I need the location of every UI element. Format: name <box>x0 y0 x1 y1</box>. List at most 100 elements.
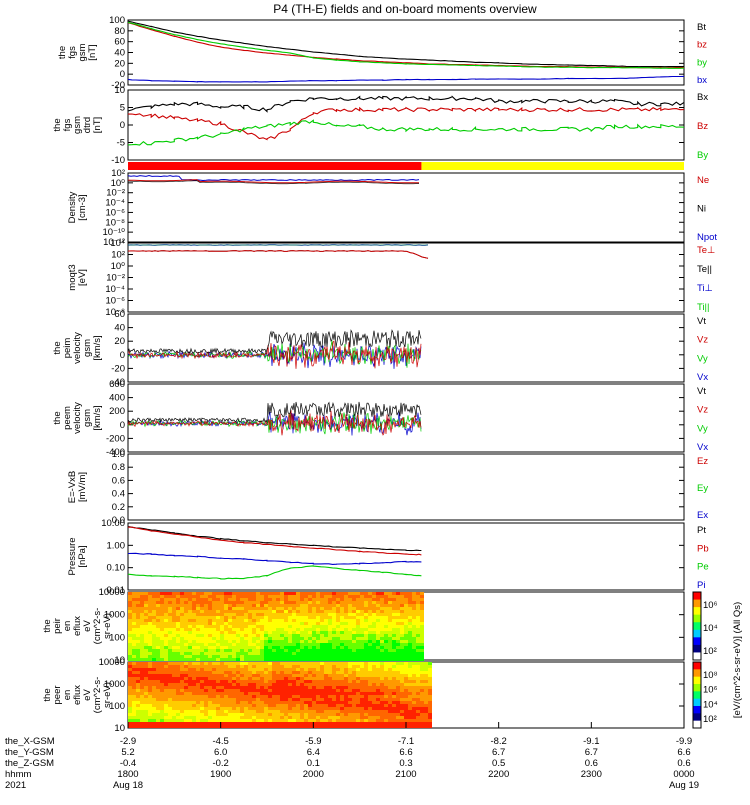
spectrogram-cell <box>240 616 244 619</box>
spectrogram-cell <box>172 677 176 680</box>
spectrogram-cell <box>260 616 264 619</box>
spectrogram-cell <box>412 637 416 640</box>
spectrogram-cell <box>320 683 324 686</box>
spectrogram-cell <box>328 634 332 637</box>
spectrogram-cell <box>244 695 248 698</box>
spectrogram-cell <box>184 628 188 631</box>
spectrogram-cell <box>364 625 368 628</box>
spectrogram-cell <box>296 610 300 613</box>
spectrogram-cell <box>204 668 208 671</box>
spectrogram-cell <box>288 604 292 607</box>
spectrogram-cell <box>376 683 380 686</box>
spectrogram-cell <box>144 649 148 652</box>
spectrogram-cell <box>204 637 208 640</box>
spectrogram-cell <box>288 634 292 637</box>
spectrogram-cell <box>144 613 148 616</box>
spectrogram-cell <box>372 610 376 613</box>
spectrogram-cell <box>160 607 164 610</box>
spectrogram-cell <box>364 640 368 643</box>
spectrogram-cell <box>128 592 132 595</box>
spectrogram-cell <box>404 619 408 622</box>
spectrogram-cell <box>132 701 136 704</box>
spectrogram-cell <box>244 668 248 671</box>
spectrogram-cell <box>132 674 136 677</box>
spectrogram-cell <box>212 677 216 680</box>
spectrogram-cell <box>260 713 264 716</box>
spectrogram-cell <box>384 619 388 622</box>
spectrogram-cell <box>332 671 336 674</box>
spectrogram-cell <box>364 686 368 689</box>
spectrogram-cell <box>284 622 288 625</box>
spectrogram-cell <box>376 692 380 695</box>
spectrogram-cell <box>220 668 224 671</box>
spectrogram-cell <box>380 692 384 695</box>
spectrogram-cell <box>384 689 388 692</box>
spectrogram-cell <box>348 613 352 616</box>
spectrogram-cell <box>328 725 332 728</box>
spectrogram-cell <box>324 607 328 610</box>
spectrogram-cell <box>172 692 176 695</box>
spectrogram-cell <box>264 719 268 722</box>
spectrogram-cell <box>416 716 420 719</box>
spectrogram-cell <box>228 692 232 695</box>
spectrogram-cell <box>392 722 396 725</box>
spectrogram-cell <box>424 710 428 713</box>
spectrogram-cell <box>308 604 312 607</box>
spectrogram-cell <box>428 710 432 713</box>
spectrogram-cell <box>328 604 332 607</box>
spectrogram-cell <box>372 698 376 701</box>
spectrogram-cell <box>312 610 316 613</box>
spectrogram-cell <box>200 598 204 601</box>
spectrogram-cell <box>412 616 416 619</box>
spectrogram-cell <box>276 616 280 619</box>
spectrogram-cell <box>356 622 360 625</box>
spectrogram-cell <box>240 634 244 637</box>
spectrogram-cell <box>364 671 368 674</box>
spectrogram-cell <box>364 680 368 683</box>
spectrogram-cell <box>316 652 320 655</box>
spectrogram-cell <box>404 652 408 655</box>
spectrogram-cell <box>200 637 204 640</box>
spectrogram-cell <box>268 631 272 634</box>
spectrogram-cell <box>248 677 252 680</box>
spectrogram-cell <box>304 613 308 616</box>
spectrogram-cell <box>388 592 392 595</box>
spectrogram-cell <box>180 695 184 698</box>
spectrogram-cell <box>128 607 132 610</box>
spectrogram-cell <box>308 646 312 649</box>
spectrogram-cell <box>224 713 228 716</box>
spectrogram-cell <box>216 631 220 634</box>
spectrogram-cell <box>172 616 176 619</box>
spectrogram-cell <box>196 716 200 719</box>
spectrogram-cell <box>232 677 236 680</box>
spectrogram-cell <box>128 646 132 649</box>
spectrogram-cell <box>132 719 136 722</box>
spectrogram-cell <box>232 646 236 649</box>
spectrogram-cell <box>260 689 264 692</box>
spectrogram-cell <box>316 707 320 710</box>
spectrogram-cell <box>176 683 180 686</box>
spectrogram-cell <box>316 658 320 661</box>
spectrogram-cell <box>292 643 296 646</box>
spectrogram-cell <box>144 695 148 698</box>
x-date-end: Aug 19 <box>669 780 699 791</box>
spectrogram-cell <box>308 592 312 595</box>
y-tick-label: 60 <box>114 37 125 48</box>
spectrogram-cell <box>244 665 248 668</box>
spectrogram-cell <box>132 668 136 671</box>
spectrogram-cell <box>196 677 200 680</box>
spectrogram-cell <box>216 643 220 646</box>
spectrogram-cell <box>416 713 420 716</box>
spectrogram-cell <box>284 658 288 661</box>
spectrogram-cell <box>296 655 300 658</box>
spectrogram-cell <box>388 704 392 707</box>
series-pt <box>128 527 421 551</box>
spectrogram-cell <box>340 616 344 619</box>
spectrogram-cell <box>364 704 368 707</box>
spectrogram-cell <box>416 622 420 625</box>
spectrogram-cell <box>272 725 276 728</box>
spectrogram-cell <box>428 725 432 728</box>
spectrogram-cell <box>360 674 364 677</box>
spectrogram-cell <box>276 619 280 622</box>
spectrogram-cell <box>388 646 392 649</box>
